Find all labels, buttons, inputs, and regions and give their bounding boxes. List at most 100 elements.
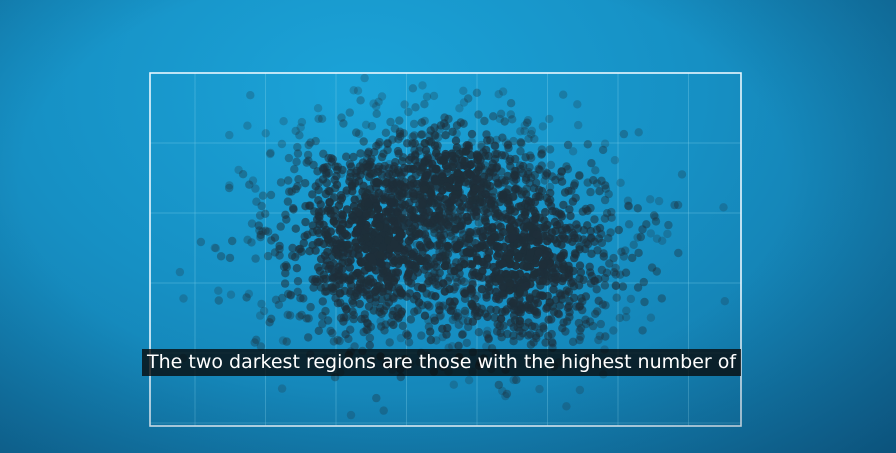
scatter-dot — [369, 99, 378, 108]
scatter-dot — [433, 257, 442, 266]
scatter-dot — [531, 192, 541, 202]
scatter-dot — [388, 169, 397, 179]
scatter-dot — [575, 326, 584, 335]
scatter-dot — [266, 149, 275, 159]
scatter-dot — [404, 338, 414, 347]
scatter-dot — [464, 200, 473, 209]
scatter-dot — [480, 151, 490, 160]
scatter-dot — [404, 269, 413, 278]
scatter-dot — [646, 195, 655, 204]
scatter-dot — [499, 291, 508, 300]
scatter-dot — [281, 269, 290, 278]
scatter-dot — [299, 238, 308, 248]
scatter-dot — [445, 273, 454, 282]
scatter-dot — [440, 113, 449, 122]
scatter-dot — [330, 212, 339, 221]
scatter-dot — [284, 176, 293, 185]
scatter-dot — [526, 340, 536, 349]
scatter-dot — [559, 318, 568, 327]
scatter-dot — [503, 171, 512, 181]
scatter-dot — [379, 195, 389, 205]
scatter-dot — [657, 294, 666, 303]
scatter-dot — [372, 201, 381, 211]
scatter-dot — [621, 246, 630, 255]
scatter-dot — [337, 242, 346, 252]
scatter-dot — [361, 120, 371, 129]
scatter-dot — [492, 149, 502, 158]
scatter-dot — [318, 311, 327, 321]
scatter-dot — [499, 321, 508, 330]
scatter-dot — [293, 142, 302, 152]
scatter-dot — [225, 181, 234, 190]
scatter-dot — [386, 186, 395, 196]
scatter-dot — [555, 209, 564, 218]
scatter-dot — [214, 286, 223, 295]
scatter-dot — [472, 88, 482, 98]
scatter-dot — [453, 308, 462, 318]
scatter-dot — [266, 148, 275, 158]
scatter-dot — [458, 330, 467, 339]
scatter-dot — [581, 319, 591, 329]
scatter-dot — [345, 108, 354, 117]
scatter-dot — [664, 220, 673, 230]
scatter-dot — [348, 187, 357, 196]
scatter-dot — [612, 293, 621, 302]
scatter-dot — [459, 86, 468, 96]
scatter-dot — [618, 282, 628, 291]
scatter-dot — [278, 293, 287, 303]
scatter-dot — [404, 236, 414, 246]
scatter-dot — [393, 146, 403, 156]
scatter-dot — [452, 143, 462, 152]
scatter-dot — [301, 217, 310, 227]
scatter-dot — [367, 121, 377, 131]
scatter-dot — [430, 277, 439, 286]
scatter-dot — [274, 300, 284, 309]
scatter-dot — [486, 235, 495, 245]
scatter-dot — [408, 251, 418, 261]
scatter-dot — [261, 226, 270, 235]
scatter-dot — [247, 219, 257, 228]
scatter-dot — [304, 314, 313, 323]
scatter-dot — [441, 131, 450, 140]
scatter-dot — [276, 222, 285, 231]
scatter-dot — [647, 263, 657, 272]
scatter-dot — [609, 326, 618, 335]
scatter-dot — [442, 182, 451, 191]
scatter-dot — [348, 271, 357, 280]
scatter-dot — [251, 254, 260, 263]
scatter-dot — [256, 311, 265, 320]
scatter-dot — [498, 282, 507, 291]
scatter-dot — [319, 270, 329, 280]
scatter-dot — [376, 259, 385, 268]
scatter-dot — [258, 227, 267, 236]
scatter-dot — [452, 244, 462, 254]
scatter-dot — [400, 178, 410, 187]
scatter-dot — [377, 92, 387, 101]
scatter-dot — [337, 113, 346, 122]
scatter-dot — [519, 187, 528, 196]
scatter-dot — [440, 261, 450, 271]
scatter-dot — [360, 73, 369, 83]
scatter-dot — [421, 222, 430, 232]
scatter-dot — [395, 129, 405, 138]
scatter-dot — [545, 182, 555, 192]
scatter-dot — [451, 136, 461, 145]
scatter-dot — [297, 310, 306, 320]
scatter-dot — [474, 328, 484, 337]
scatter-dot — [514, 251, 523, 261]
scatter-dot — [559, 200, 568, 210]
scatter-dot — [390, 239, 399, 249]
scatter-dot — [397, 288, 406, 298]
scatter-dot — [674, 248, 683, 258]
scatter-dot — [530, 299, 539, 308]
scatter-dot — [545, 298, 554, 307]
scatter-dot — [587, 271, 596, 281]
scatter-dot — [333, 335, 342, 345]
scatter-dot — [389, 294, 398, 303]
scatter-dot — [252, 197, 261, 206]
scatter-dot — [611, 281, 621, 291]
scatter-dot — [494, 380, 503, 390]
scatter-dot — [502, 389, 512, 399]
scatter-dot — [444, 199, 453, 208]
